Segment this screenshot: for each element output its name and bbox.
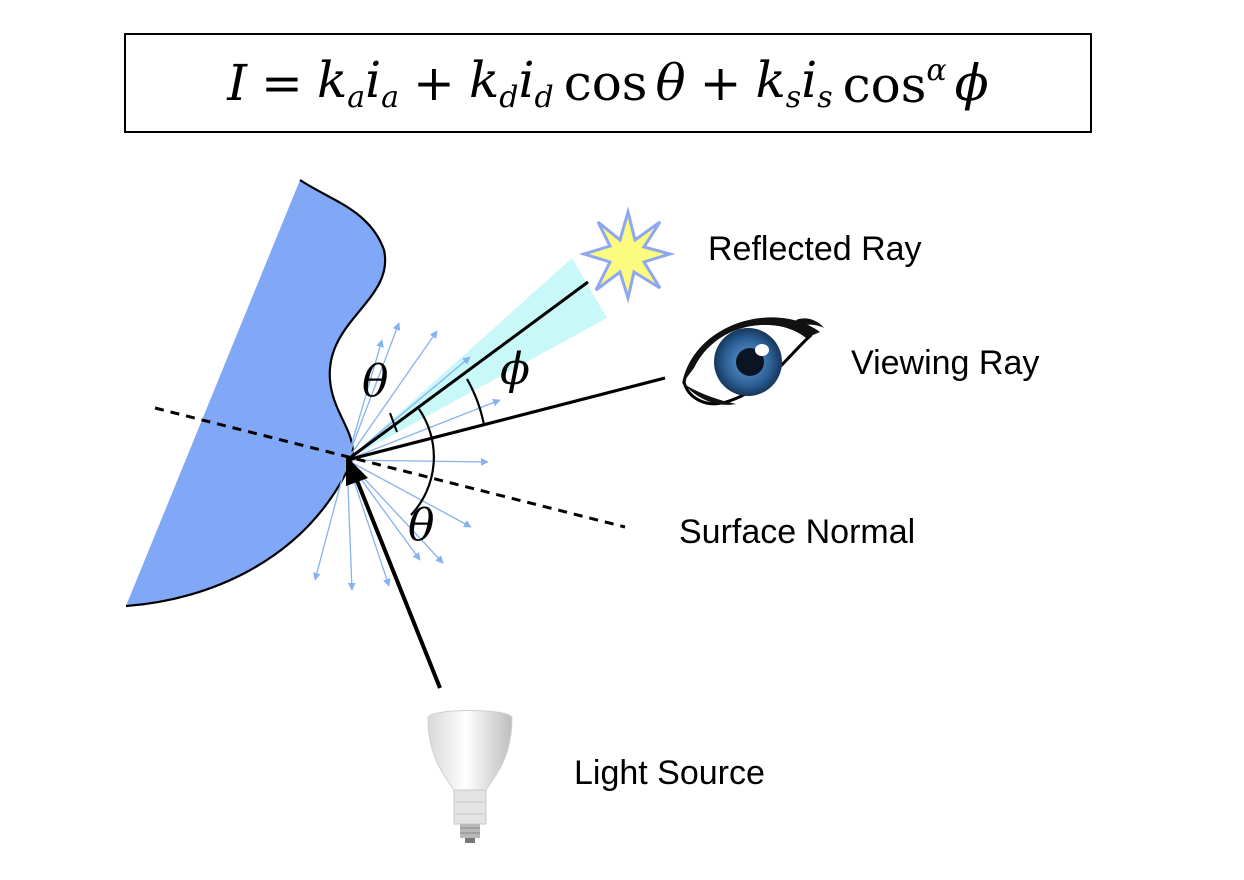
- formula-kd: kd: [468, 51, 519, 115]
- formula-cos-1: cos: [563, 54, 648, 112]
- viewing-ray-line: [346, 376, 666, 462]
- formula-ia: ia: [365, 51, 400, 115]
- light-source-label: Light Source: [574, 754, 765, 792]
- theta-label-lower: θ: [408, 500, 435, 551]
- formula-plus-2: +: [699, 54, 742, 112]
- theta-angle-arc-lower: [410, 408, 435, 516]
- formula-equals: =: [261, 54, 303, 112]
- light-bulb-icon: [427, 710, 513, 843]
- formula-ks: ks: [755, 51, 802, 115]
- phi-label: ϕ: [500, 344, 530, 395]
- formula-cos-2: cosα: [842, 52, 947, 114]
- viewing-ray-label: Viewing Ray: [851, 344, 1040, 382]
- theta-tick-upper: [389, 412, 398, 433]
- phi-angle-arc: [466, 378, 486, 426]
- formula-id: id: [518, 51, 554, 115]
- formula-ka: ka: [316, 51, 366, 115]
- formula-phi: ϕ: [954, 54, 989, 112]
- eye-icon: [682, 317, 824, 406]
- reflected-ray-line: [346, 280, 589, 462]
- surface-shape: [126, 180, 386, 606]
- phong-formula: I = ka ia + kd id cos θ + ks is cosα ϕ: [124, 33, 1092, 133]
- theta-label-upper: θ: [362, 356, 389, 407]
- formula-theta: θ: [655, 54, 686, 112]
- surface-outline: [125, 179, 387, 608]
- surface-normal-label: Surface Normal: [679, 513, 916, 551]
- incident-ray-line: [354, 477, 442, 689]
- formula-intensity: I: [227, 54, 248, 112]
- surface-normal-line: [154, 406, 626, 529]
- specular-lobe: [347, 258, 607, 460]
- star-icon: [578, 206, 676, 304]
- formula-plus-1: +: [413, 54, 455, 112]
- formula-is: is: [801, 51, 833, 115]
- incident-arrowhead: [346, 456, 368, 486]
- reflected-ray-label: Reflected Ray: [708, 230, 922, 268]
